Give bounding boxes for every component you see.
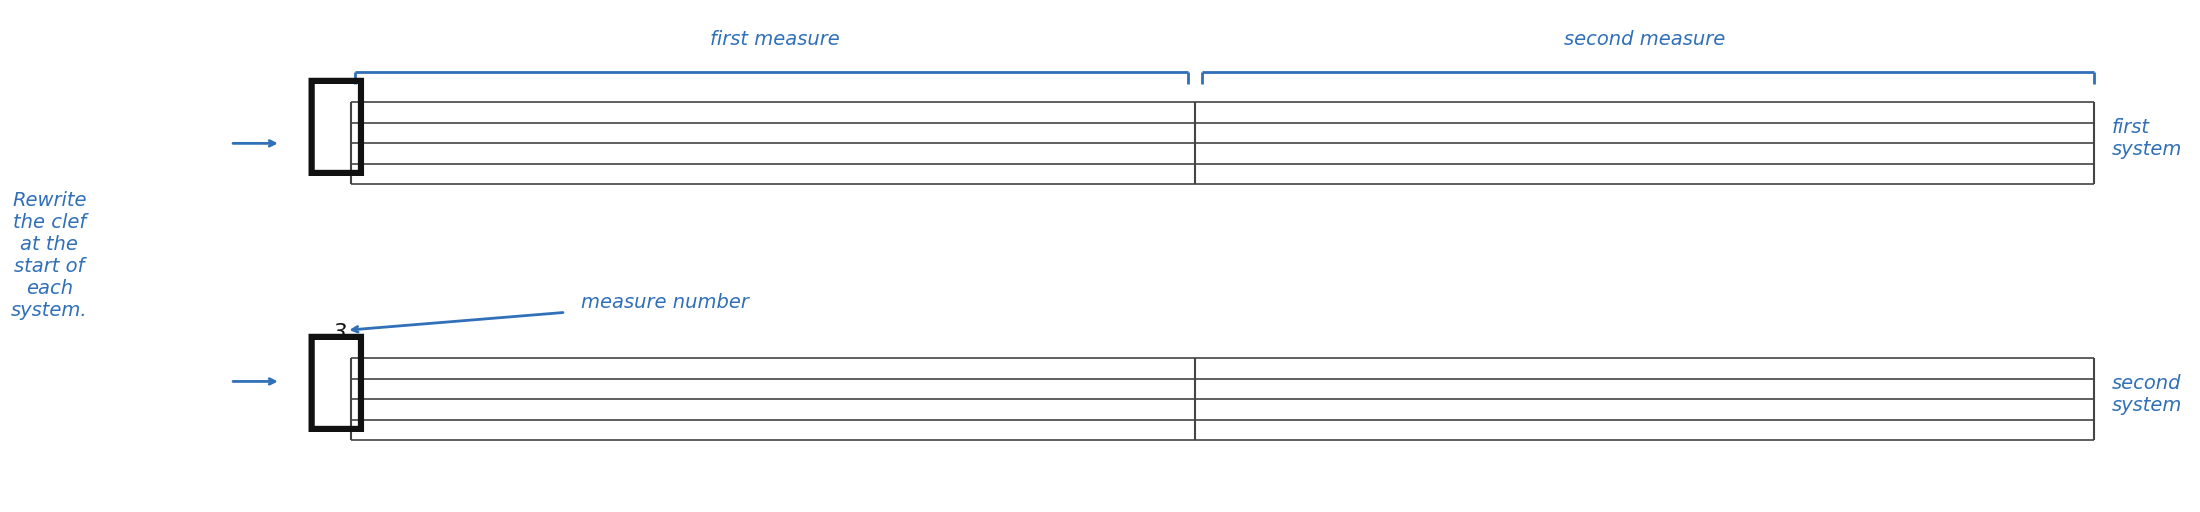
Text: second
system: second system	[2112, 374, 2182, 415]
Text: second measure: second measure	[1564, 30, 1725, 49]
Text: first
system: first system	[2112, 118, 2182, 159]
Text: Rewrite
the clef
at the
start of
each
system.: Rewrite the clef at the start of each sy…	[11, 191, 88, 321]
Text: 𝄞: 𝄞	[304, 328, 370, 435]
Text: first measure: first measure	[711, 30, 840, 49]
Text: 3: 3	[332, 323, 348, 343]
Text: measure number: measure number	[581, 293, 748, 312]
Text: 𝄞: 𝄞	[304, 72, 370, 179]
